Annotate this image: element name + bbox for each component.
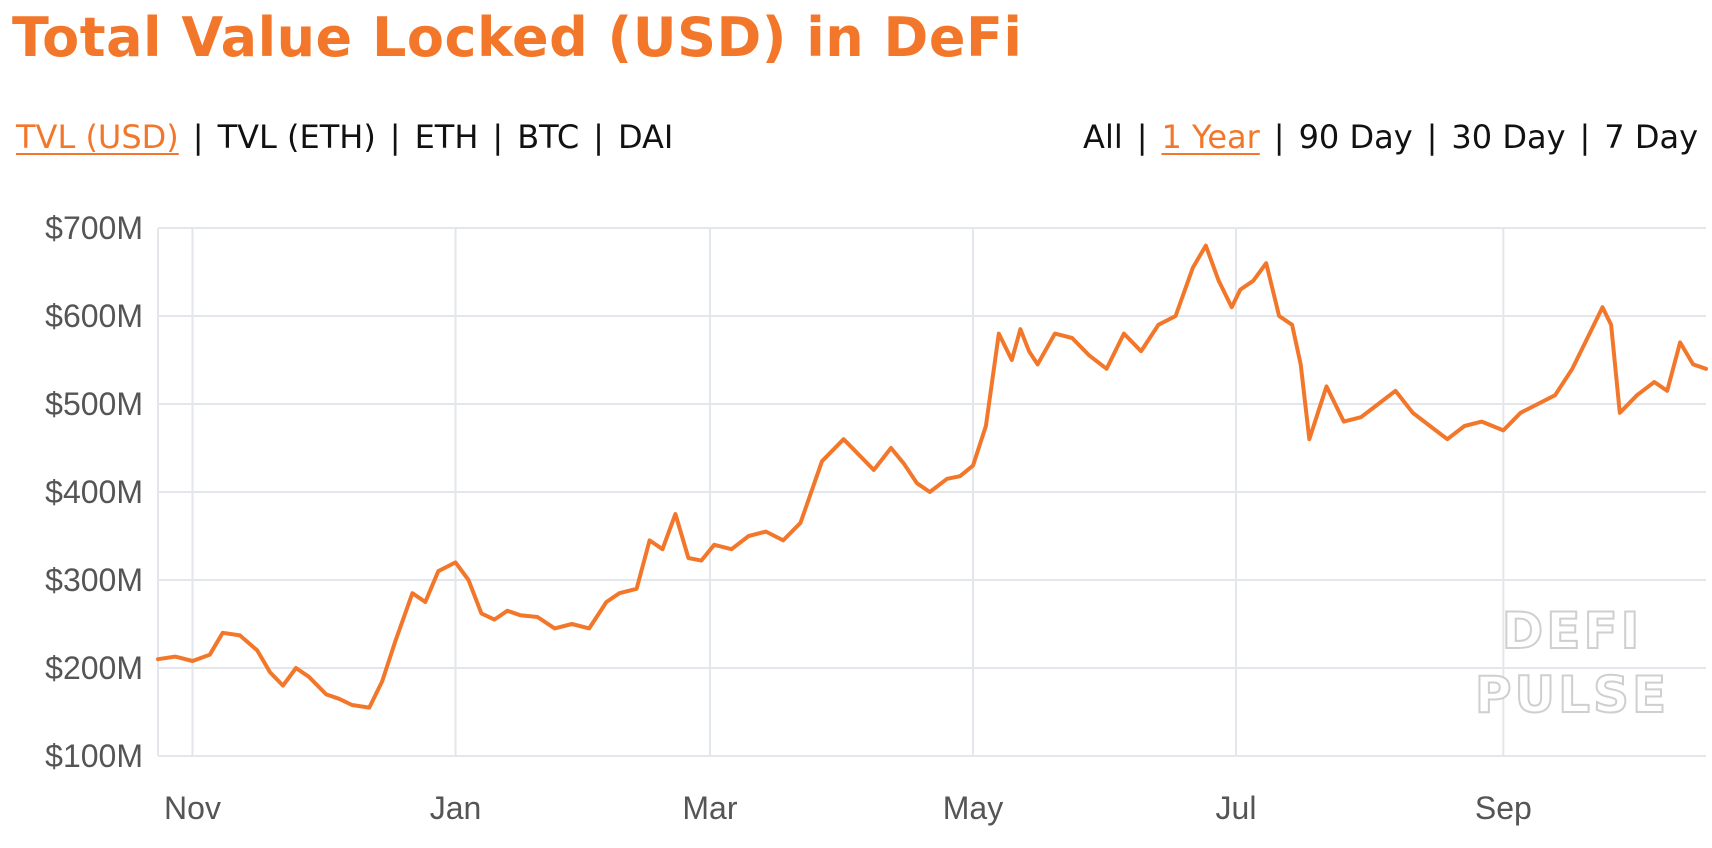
y-tick-label: $100M <box>45 738 143 774</box>
x-tick-label: Jan <box>430 790 482 826</box>
range-30-day[interactable]: 30 Day <box>1451 118 1566 156</box>
tvl-series-line <box>156 243 1708 710</box>
x-tick-label: Nov <box>164 790 221 826</box>
y-tick-label: $500M <box>45 386 143 422</box>
watermark-line-2: PULSE <box>1475 666 1669 724</box>
x-tick-label: Sep <box>1475 790 1532 826</box>
tab-tvl-usd[interactable]: TVL (USD) <box>16 118 179 156</box>
y-axis-labels: $100M $200M $300M $400M $500M $600M $700M <box>45 210 143 774</box>
tab-dai[interactable]: DAI <box>617 118 674 156</box>
y-tick-label: $400M <box>45 474 143 510</box>
tab-separator: | <box>389 118 401 156</box>
tab-separator: | <box>492 118 504 156</box>
range-all[interactable]: All <box>1083 118 1123 156</box>
range-1-year[interactable]: 1 Year <box>1161 118 1260 156</box>
y-tick-label: $200M <box>45 650 143 686</box>
tab-separator: | <box>1579 118 1591 156</box>
watermark-line-1: DEFI <box>1502 602 1642 660</box>
metric-tabs: TVL (USD) | TVL (ETH) | ETH | BTC | DAI <box>16 118 673 156</box>
tab-separator: | <box>593 118 604 156</box>
x-tick-label: May <box>943 790 1003 826</box>
y-tick-label: $300M <box>45 562 143 598</box>
tab-separator: | <box>1273 118 1285 156</box>
chart-series <box>156 243 1708 710</box>
tab-tvl-eth[interactable]: TVL (ETH) <box>217 118 376 156</box>
tab-eth[interactable]: ETH <box>414 118 479 156</box>
tab-btc[interactable]: BTC <box>517 118 580 156</box>
x-tick-label: Jul <box>1216 790 1257 826</box>
tab-separator: | <box>1426 118 1438 156</box>
x-tick-label: Mar <box>682 790 737 826</box>
y-tick-label: $600M <box>45 298 143 334</box>
defi-pulse-watermark: DEFI PULSE <box>1474 601 1669 725</box>
chart-title: Total Value Locked (USD) in DeFi <box>12 6 1023 69</box>
x-axis-labels: Nov Jan Mar May Jul Sep <box>164 790 1532 826</box>
range-7-day[interactable]: 7 Day <box>1604 118 1698 156</box>
range-tabs: All | 1 Year | 90 Day | 30 Day | 7 Day <box>1083 118 1698 156</box>
tab-separator: | <box>1136 118 1148 156</box>
tab-separator: | <box>192 118 204 156</box>
y-tick-label: $700M <box>45 210 143 246</box>
range-90-day[interactable]: 90 Day <box>1298 118 1413 156</box>
